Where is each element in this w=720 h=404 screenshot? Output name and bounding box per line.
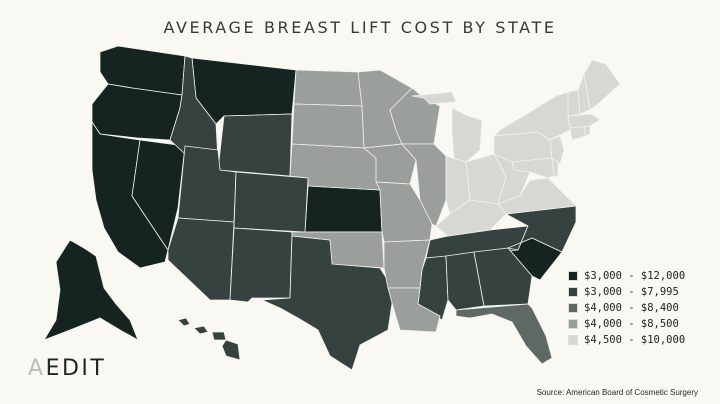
state-south-dakota [291,103,365,149]
legend-label: $3,000 - $7,995 [584,285,679,298]
state-alabama [445,251,485,311]
state-colorado [233,171,309,233]
state-massachusetts [567,113,601,129]
legend: $3,000 - $12,000 $3,000 - $7,995 $4,000 … [568,268,685,348]
state-oklahoma [291,231,385,269]
legend-swatch [568,318,578,329]
legend-label: $4,000 - $8,400 [584,301,679,314]
state-new-york [493,91,575,141]
legend-swatch [568,302,578,313]
legend-label: $4,500 - $10,000 [584,333,686,346]
state-new-mexico [229,227,293,303]
state-hawaii [177,317,241,361]
legend-item: $3,000 - $7,995 [568,284,685,299]
state-virginia [497,177,577,215]
state-california [91,121,169,269]
legend-item: $4,000 - $8,500 [568,316,685,331]
aedit-logo: AEDIT [28,356,107,381]
legend-label: $4,000 - $8,500 [584,317,679,330]
legend-swatch [568,270,578,281]
state-kansas [304,185,383,233]
state-wyoming [217,113,293,177]
legend-item: $3,000 - $12,000 [568,268,685,283]
source-note: Source: American Board of Cosmetic Surge… [536,388,698,397]
state-maine [583,59,621,111]
state-north-carolina [505,205,577,253]
state-michigan [411,91,483,163]
legend-item: $4,000 - $8,400 [568,300,685,315]
state-pennsylvania [493,131,553,163]
legend-swatch [568,286,578,297]
legend-swatch [568,334,578,345]
state-arizona [167,217,235,301]
legend-item: $4,500 - $10,000 [568,332,685,347]
state-north-dakota [293,69,363,107]
state-georgia [473,247,533,307]
state-louisiana [387,287,441,333]
map-title: AVERAGE BREAST LIFT COST BY STATE [163,18,557,37]
legend-label: $3,000 - $12,000 [584,269,686,282]
state-new-jersey [549,135,565,165]
state-florida [455,303,553,365]
state-alaska [43,239,139,341]
